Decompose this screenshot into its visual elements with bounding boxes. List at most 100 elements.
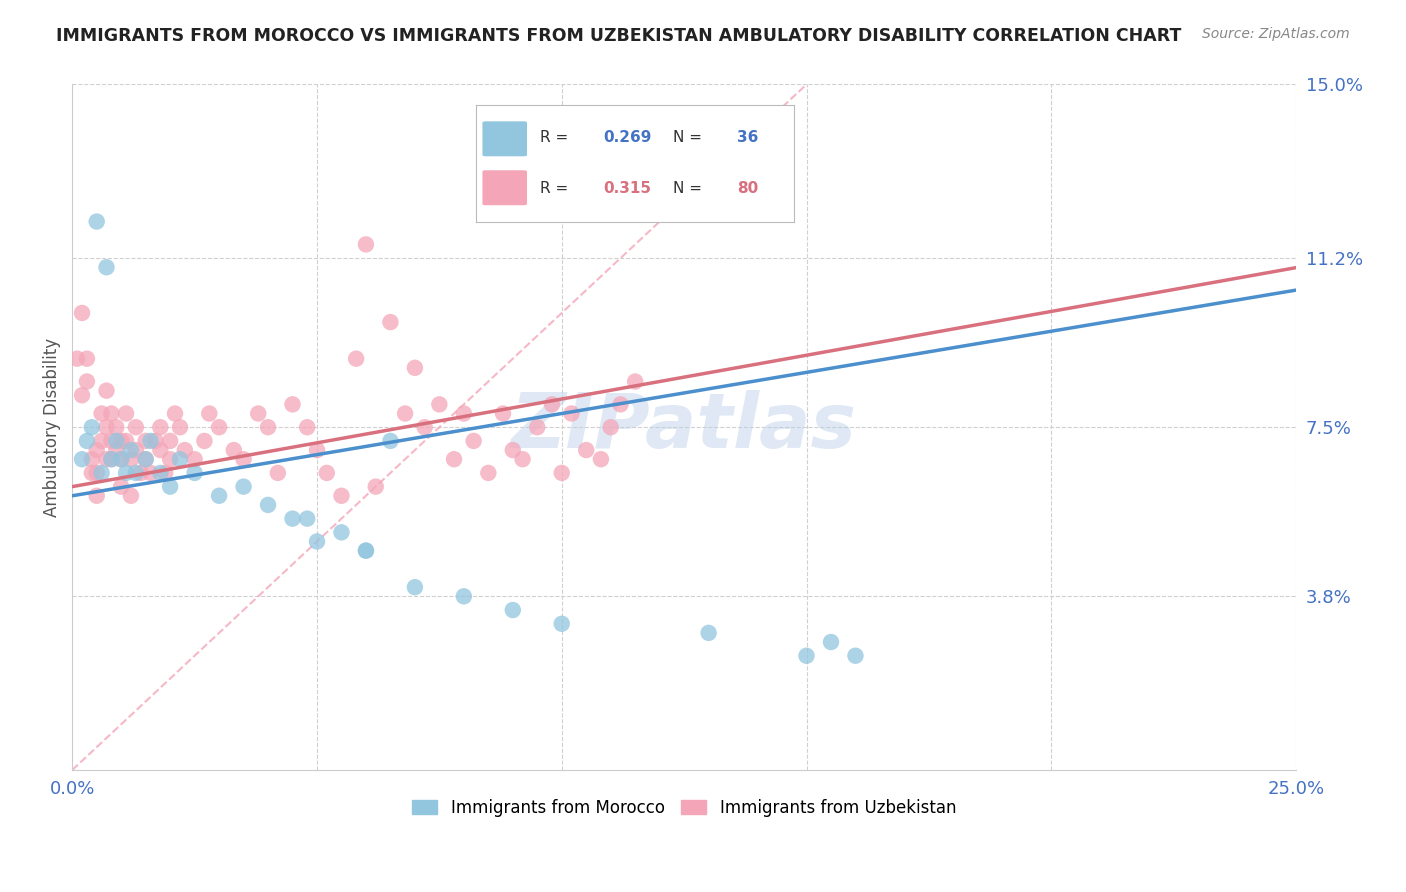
Point	[80, 466, 103, 480]
Point	[90, 466, 112, 480]
Point	[80, 452, 103, 467]
Point	[110, 480, 132, 494]
Point	[305, 534, 328, 549]
Point	[502, 443, 524, 458]
Point	[125, 466, 148, 480]
Point	[163, 407, 186, 421]
Text: Source: ZipAtlas.com: Source: ZipAtlas.com	[1202, 27, 1350, 41]
Point	[129, 466, 152, 480]
Point	[453, 590, 475, 604]
Point	[354, 543, 377, 558]
Point	[208, 489, 231, 503]
Point	[198, 407, 221, 421]
Point	[796, 648, 818, 663]
Point	[208, 420, 231, 434]
Point	[551, 466, 574, 480]
Point	[110, 434, 132, 448]
Point	[120, 443, 142, 458]
Point	[330, 489, 353, 503]
Point	[453, 407, 475, 421]
Point	[120, 452, 142, 467]
Point	[281, 397, 304, 411]
Point	[105, 434, 128, 448]
Point	[354, 543, 377, 558]
Point	[193, 434, 215, 448]
Point	[295, 420, 318, 434]
Point	[159, 434, 181, 448]
Point	[110, 452, 132, 467]
Point	[463, 434, 485, 448]
Point	[541, 397, 564, 411]
Point	[86, 489, 108, 503]
Point	[844, 648, 866, 663]
Point	[100, 452, 122, 467]
Point	[76, 351, 98, 366]
Point	[96, 452, 118, 467]
Point	[149, 443, 172, 458]
Point	[697, 626, 720, 640]
Point	[90, 407, 112, 421]
Point	[512, 452, 534, 467]
Point	[159, 480, 181, 494]
Point	[443, 452, 465, 467]
Point	[820, 635, 842, 649]
Point	[169, 420, 191, 434]
Point	[169, 452, 191, 467]
Point	[492, 407, 515, 421]
Point	[609, 397, 631, 411]
Point	[315, 466, 337, 480]
Point	[183, 452, 205, 467]
Point	[599, 420, 621, 434]
Point	[96, 384, 118, 398]
Point	[222, 443, 245, 458]
Point	[100, 434, 122, 448]
Point	[173, 443, 195, 458]
Point	[135, 452, 157, 467]
Point	[86, 443, 108, 458]
Point	[502, 603, 524, 617]
Point	[404, 360, 426, 375]
Point	[145, 434, 167, 448]
Point	[257, 420, 280, 434]
Point	[135, 434, 157, 448]
Point	[76, 375, 98, 389]
Point	[135, 452, 157, 467]
Point	[624, 375, 647, 389]
Point	[330, 525, 353, 540]
Point	[100, 407, 122, 421]
Point	[70, 388, 93, 402]
Point	[281, 511, 304, 525]
Point	[76, 434, 98, 448]
Point	[110, 452, 132, 467]
Point	[105, 420, 128, 434]
Point	[247, 407, 270, 421]
Point	[394, 407, 416, 421]
Point	[100, 452, 122, 467]
Point	[125, 443, 148, 458]
Point	[526, 420, 548, 434]
Point	[149, 466, 172, 480]
Legend: Immigrants from Morocco, Immigrants from Uzbekistan: Immigrants from Morocco, Immigrants from…	[405, 792, 963, 823]
Point	[66, 351, 89, 366]
Point	[575, 443, 598, 458]
Point	[96, 260, 118, 275]
Point	[477, 466, 499, 480]
Point	[86, 214, 108, 228]
Point	[155, 466, 177, 480]
Point	[70, 452, 93, 467]
Point	[589, 452, 612, 467]
Point	[295, 511, 318, 525]
Point	[232, 480, 254, 494]
Point	[80, 420, 103, 434]
Point	[267, 466, 290, 480]
Point	[305, 443, 328, 458]
Point	[344, 351, 367, 366]
Point	[257, 498, 280, 512]
Point	[115, 434, 138, 448]
Point	[86, 466, 108, 480]
Y-axis label: Ambulatory Disability: Ambulatory Disability	[44, 338, 60, 516]
Text: ZIPatlas: ZIPatlas	[512, 390, 858, 464]
Point	[380, 434, 402, 448]
Point	[364, 480, 387, 494]
Point	[404, 580, 426, 594]
